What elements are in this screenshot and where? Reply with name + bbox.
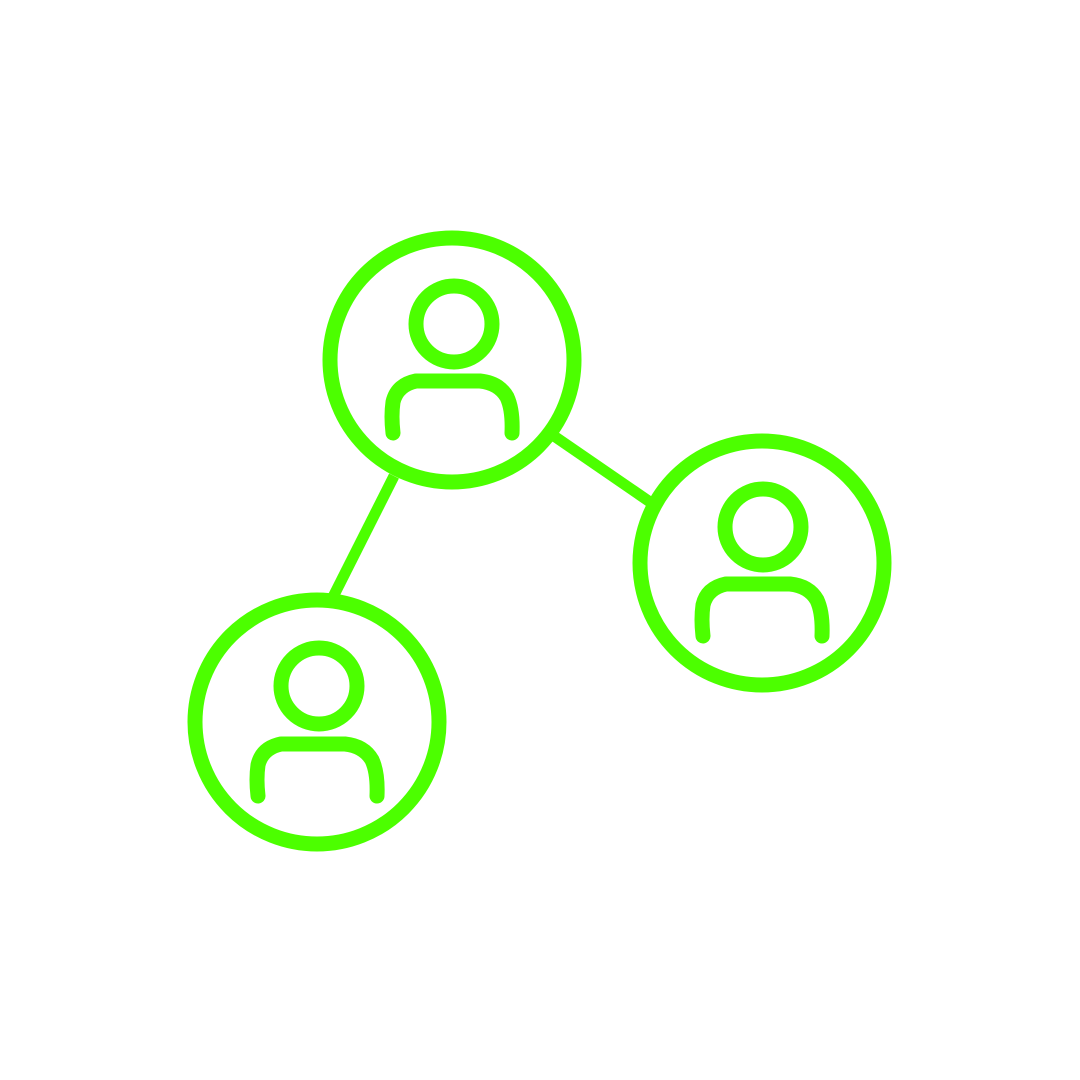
user-head-icon (408, 278, 500, 370)
user-body-icon (694, 576, 830, 644)
user-node-bottom-left (187, 592, 447, 852)
connector-line-top-right (550, 431, 654, 507)
user-head-icon (273, 640, 365, 732)
node-circle (187, 592, 447, 852)
user-head-icon (717, 481, 809, 573)
connector-line-top-bottom-left (328, 473, 399, 600)
node-circle (322, 230, 582, 490)
user-node-top (322, 230, 582, 490)
user-node-right (632, 433, 892, 693)
node-circle (632, 433, 892, 693)
user-body-icon (249, 736, 385, 804)
user-body-icon (384, 373, 520, 441)
